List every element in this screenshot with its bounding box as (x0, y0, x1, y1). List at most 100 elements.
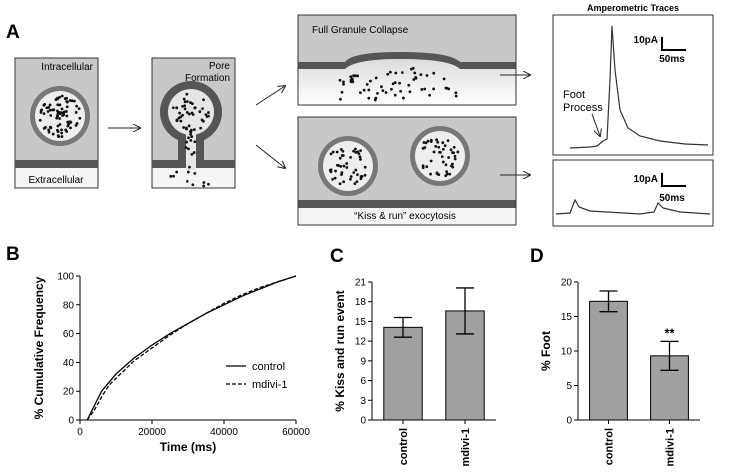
vesicle-dot (181, 113, 184, 117)
vesicle-dot (338, 78, 342, 82)
panel-label: D (530, 246, 544, 267)
x-tick-label: control (398, 428, 410, 465)
vesicle-dot (74, 123, 78, 127)
y-tick-label: 12 (355, 337, 367, 348)
vesicle-dot (444, 163, 448, 167)
x-tick-label: 0 (77, 427, 83, 438)
vesicle-dot (340, 154, 344, 157)
vesicle-dot (437, 173, 441, 177)
vesicle-dot (77, 107, 81, 111)
vesicle-dot (440, 155, 444, 159)
scale-label: 50ms (659, 193, 685, 204)
vesicle-dot (442, 77, 446, 81)
vesicle-dot (202, 98, 205, 102)
vesicle-dot (169, 174, 173, 178)
vesicle-dot (56, 130, 60, 134)
vesicle-dot (444, 86, 448, 90)
vesicle-dot (363, 165, 367, 169)
vesicle-dot (185, 110, 189, 114)
vesicle-dot (408, 90, 412, 94)
vesicle-dot (331, 150, 335, 154)
vesicle-dot (189, 132, 193, 136)
vesicle-dot (388, 70, 392, 74)
vesicle-dot (446, 139, 450, 143)
vesicle-dot (349, 80, 353, 84)
arrow (591, 113, 600, 136)
vesicle-dot (336, 163, 339, 167)
vesicle-dot (175, 118, 179, 122)
vesicle-dot (65, 105, 69, 109)
vesicle-dot (58, 112, 62, 116)
vesicle-dot (63, 97, 67, 101)
vesicle-dot (367, 88, 371, 92)
vesicle-dot (48, 125, 52, 129)
vesicle-dot (437, 145, 441, 149)
vesicle-dot (435, 138, 439, 142)
y-tick-label: 20 (63, 387, 75, 398)
vesicle-dot (338, 156, 342, 160)
vesicle-dot (187, 136, 190, 140)
vesicle-dot (38, 118, 42, 122)
vesicle-dot (441, 141, 445, 145)
y-axis-label: % Kiss and run event (333, 290, 347, 411)
panel-label: C (330, 246, 344, 267)
vesicle-dot (446, 172, 449, 176)
vesicle-dot (45, 106, 49, 110)
vesicle-dot (192, 151, 196, 154)
vesicle-dot (172, 174, 175, 178)
vesicle-dot (56, 96, 59, 100)
vesicle-dot (56, 114, 59, 118)
arrow (255, 144, 285, 168)
vesicle-dot (190, 153, 194, 156)
vesicle-dot (187, 112, 191, 116)
label: Formation (185, 73, 230, 84)
vesicle-dot (453, 157, 457, 161)
vesicle-dot (391, 82, 395, 86)
vesicle-dot (333, 176, 337, 180)
vesicle-dot (419, 73, 423, 77)
vesicle-dot (428, 93, 431, 97)
vesicle-dot (64, 128, 68, 132)
vesicle-dot (359, 177, 363, 181)
label: Process (563, 102, 603, 114)
y-tick-label: 60 (63, 329, 75, 340)
y-tick-label: 3 (360, 396, 366, 407)
vesicle-dot (354, 74, 357, 78)
vesicle-dot (188, 165, 191, 169)
vesicle-dot (42, 126, 46, 130)
amperometric-traces: Amperometric Traces 10pA 50ms 10pA 50ms … (552, 3, 714, 227)
vesicle-dot (193, 106, 197, 110)
vesicle-dot (353, 182, 357, 185)
vesicle-dot (349, 156, 352, 159)
vesicle-dot (394, 71, 398, 75)
vesicle-dot (407, 83, 411, 87)
vesicle-dot (453, 154, 457, 158)
legend-label: mdivi-1 (252, 379, 287, 391)
vesicle-dot (187, 147, 190, 151)
vesicle-dot (335, 150, 339, 154)
label: Pore (209, 61, 231, 72)
vesicle-dot (48, 108, 52, 112)
vesicle-dot (349, 175, 353, 178)
vesicle-dot (342, 82, 345, 86)
vesicle-dot (175, 106, 179, 110)
vesicle-dot (201, 107, 204, 111)
vesicle-dot (423, 87, 427, 91)
vesicle-dot (56, 109, 59, 113)
vesicle-dot (386, 72, 390, 76)
label: Foot (563, 89, 585, 101)
vesicle-dot (78, 116, 82, 120)
y-tick-label: 15 (561, 312, 573, 323)
vesicle-dot (436, 140, 440, 144)
vesicle-dot (189, 138, 193, 142)
vesicle-dot (193, 171, 197, 175)
vesicle-dot (39, 109, 43, 112)
vesicle-dot (413, 71, 417, 75)
vesicle-dot (352, 149, 355, 153)
vesicle-dot (339, 165, 343, 168)
vesicle-dot (393, 93, 397, 97)
data-line (86, 275, 297, 421)
vesicle-dot (183, 100, 187, 104)
vesicle-dot (184, 146, 188, 149)
